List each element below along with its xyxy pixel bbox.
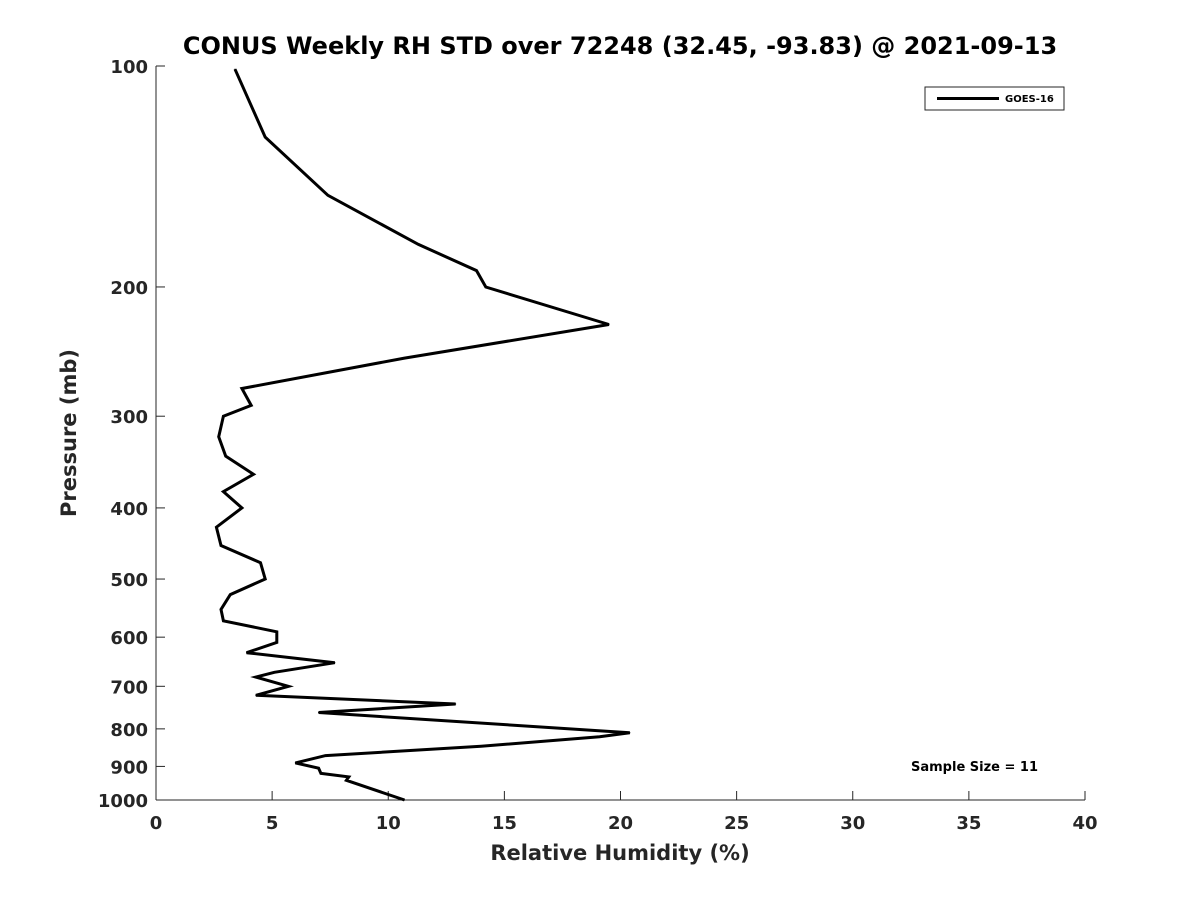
y-ticks: 100 200 300 400 500 600 700 800 900 1000 (98, 57, 165, 812)
x-tick-label: 30 (840, 813, 865, 834)
series-point (255, 676, 257, 678)
x-tick-label: 10 (376, 813, 401, 834)
series-point (318, 711, 320, 714)
x-tick-label: 5 (266, 813, 279, 834)
y-tick-label: 300 (110, 407, 148, 428)
series-point (608, 323, 610, 326)
y-axis-label: Pressure (mb) (57, 349, 81, 517)
series-point (222, 415, 224, 417)
y-tick-label: 700 (110, 677, 148, 698)
x-tick-label: 0 (150, 813, 163, 834)
series-point (480, 745, 482, 747)
series-point (276, 631, 278, 633)
series-point (225, 455, 227, 457)
x-tick-label: 15 (492, 813, 517, 834)
series-point (324, 755, 327, 757)
legend: GOES-16 (924, 86, 1065, 111)
series-point (215, 526, 217, 528)
y-tick-label: 900 (110, 757, 148, 778)
series-point (403, 357, 406, 359)
x-tick-label: 35 (956, 813, 981, 834)
sample-size-annotation: Sample Size = 11 (911, 760, 1038, 775)
series-point (475, 270, 478, 272)
series-layer (214, 68, 631, 802)
y-tick-label: 1000 (98, 791, 148, 812)
series-point (264, 578, 266, 580)
series-point (259, 562, 262, 564)
series-point (241, 507, 243, 509)
y-tick-label: 800 (110, 720, 148, 741)
series-point (220, 544, 222, 547)
series-point (252, 473, 255, 475)
series-point (234, 68, 236, 70)
series-point (318, 767, 320, 769)
x-ticks: 0 5 10 15 20 25 30 35 40 (150, 791, 1098, 834)
x-axis-label: Relative Humidity (%) (490, 841, 749, 865)
series-point (241, 387, 243, 390)
legend-label-goes16: GOES-16 (1005, 94, 1054, 105)
series-point (403, 799, 406, 801)
x-tick-label: 20 (608, 813, 633, 834)
y-tick-label: 500 (110, 570, 148, 591)
series-point (255, 694, 257, 696)
series-point (345, 779, 347, 781)
chart-title: CONUS Weekly RH STD over 72248 (32.45, -… (183, 32, 1057, 60)
series-point (485, 286, 487, 288)
y-tick-label: 400 (110, 499, 148, 520)
series-point (222, 620, 224, 622)
series-point (599, 736, 601, 738)
series-point (334, 662, 336, 664)
y-tick-label: 200 (110, 278, 148, 299)
x-tick-label: 25 (724, 813, 749, 834)
series-point (222, 491, 224, 493)
y-tick-label: 100 (110, 57, 148, 78)
series-point (348, 776, 350, 778)
series-point (327, 194, 329, 196)
series-point (250, 404, 252, 406)
plot-frame (155, 66, 1085, 801)
series-point (287, 685, 289, 687)
series-point (264, 136, 266, 138)
series-point (229, 594, 231, 596)
y-tick-label: 600 (110, 628, 148, 649)
series-point (417, 243, 419, 245)
series-point (629, 732, 631, 734)
series-point (276, 641, 278, 644)
series-point (218, 436, 220, 438)
series-point (294, 762, 296, 764)
series-point (320, 772, 322, 775)
series-point (455, 703, 457, 705)
series-point (246, 652, 248, 654)
x-tick-label: 40 (1072, 813, 1097, 834)
series-point (220, 608, 222, 611)
series-point (273, 671, 275, 673)
series-line-goes16 (214, 68, 630, 802)
